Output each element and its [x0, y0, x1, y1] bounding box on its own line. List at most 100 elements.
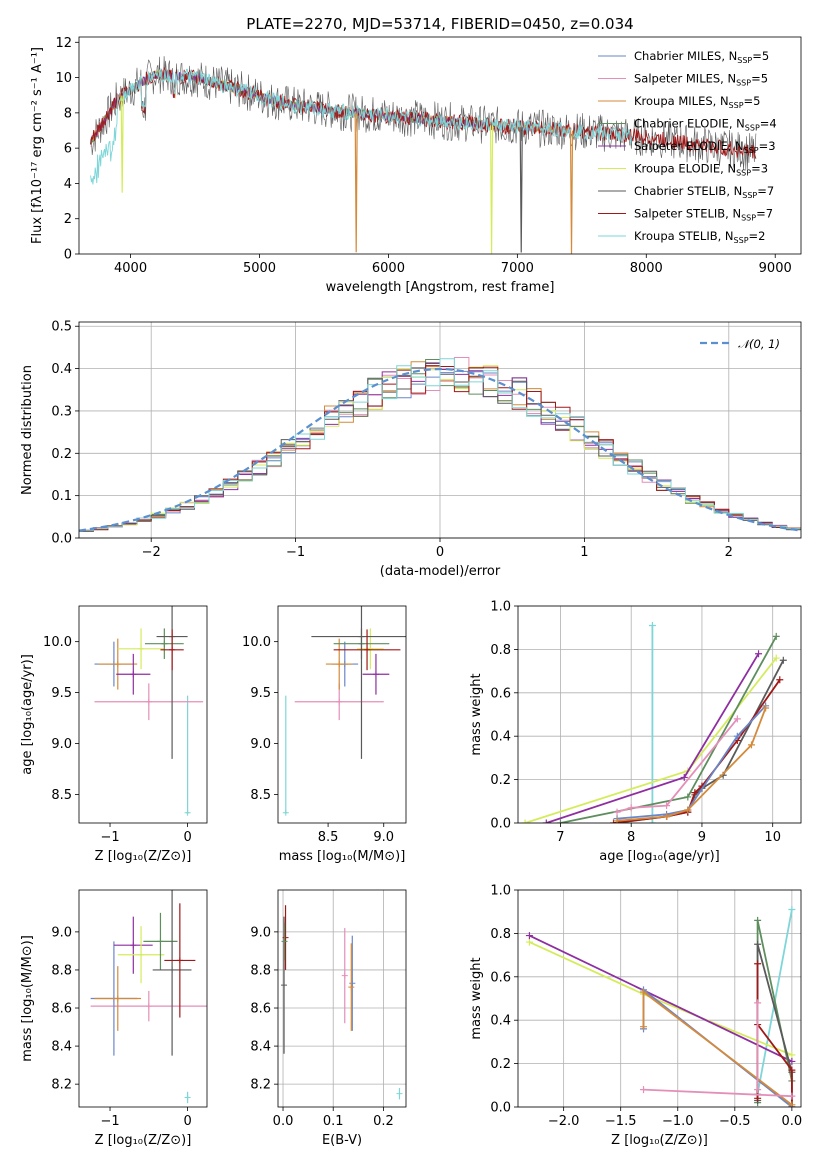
- point-marker-kroupa_miles: [348, 984, 355, 991]
- spectrum-ytick-label: 8: [64, 106, 72, 121]
- spectrum-frame: [78, 36, 802, 255]
- weight_vs_age-xtick-label: 10: [764, 830, 781, 845]
- residuals-xtick-label: 0: [436, 545, 444, 560]
- age_vs_mass-ytick-label: 9.0: [250, 737, 271, 752]
- weight_vs_age-ytick-label: 0.6: [490, 686, 511, 701]
- spectrum-ytick-label: 6: [64, 142, 72, 157]
- spectrum-line-chabrier_stelib: [90, 56, 757, 170]
- weight-marker-kroupa_miles: [613, 817, 621, 823]
- age_vs_mass-panel: 8.5 9.0 8.5 9.0 9.5 10.0 mass [log₁₀(M/M⊙)]: [242, 605, 407, 864]
- weight_vs_Z-plot-area: [525, 906, 796, 1107]
- weight-marker-kroupa_elodie: [525, 938, 533, 946]
- weight-marker-salpeter_stelib: [776, 676, 784, 684]
- point-marker-salpeter_stelib: [364, 646, 371, 653]
- weight-line-salpeter_elodie: [529, 934, 793, 1063]
- spectrum-absorption-dip: [519, 127, 523, 253]
- residuals-ytick-label: 0.4: [51, 362, 72, 377]
- point-marker-salpeter_miles: [341, 972, 348, 979]
- age_vs_Z-panel: −1 0 8.5 9.0 9.5 10.0 Z [log₁₀(Z/Z⊙)] age [log₁…: [20, 605, 208, 864]
- point-marker-kroupa_miles: [114, 661, 121, 668]
- age_vs_mass-frame: [277, 605, 407, 824]
- weight_vs_age-xtick-label: 7: [556, 830, 564, 845]
- weight_vs_Z-xtick-label: −1.5: [605, 1114, 637, 1129]
- point-marker-salpeter_miles: [336, 698, 343, 705]
- point-marker-kroupa_elodie: [138, 951, 145, 958]
- weight_vs_Z-ytick-label: 0.8: [490, 927, 511, 942]
- weight-marker-salpeter_elodie: [755, 650, 763, 658]
- spectrum-xtick-label: 7000: [501, 261, 534, 276]
- age_vs_mass-ytick-label: 9.5: [250, 686, 271, 701]
- mass_vs_ebv-xtick-label: 0.1: [323, 1114, 344, 1129]
- point-marker-salpeter_stelib: [169, 646, 176, 653]
- weight-line-kroupa_miles: [642, 990, 793, 1106]
- point-marker-chabrier_stelib: [281, 982, 288, 989]
- weight-marker-chabrier_elodie: [754, 916, 762, 924]
- mass_vs_Z-xtick-label: −1: [100, 1114, 119, 1129]
- spectrum-absorption-dip: [489, 125, 494, 254]
- mass_vs_ebv-xtick-label: 0.0: [273, 1114, 294, 1129]
- weight-line-salpeter_stelib: [756, 963, 793, 1107]
- spectrum-legend: Chabrier MILES, NSSP=5 Salpeter MILES, NS…: [598, 49, 777, 245]
- age_vs_mass-ytick-label: 8.5: [250, 788, 271, 803]
- point-marker-salpeter_elodie: [130, 671, 137, 678]
- point-marker-chabrier_elodie: [281, 938, 288, 945]
- spectrum-ytick-label: 12: [55, 36, 72, 51]
- spectrum-ytick-label: 10: [55, 71, 72, 86]
- residuals-ytick-label: 0.2: [51, 447, 72, 462]
- point-marker-salpeter_elodie: [372, 671, 379, 678]
- legend-entry-kroupa_stelib: Kroupa STELIB, NSSP=2: [634, 229, 765, 245]
- point-marker-salpeter_elodie: [130, 942, 137, 949]
- spectrum-xtick-label: 8000: [630, 261, 663, 276]
- gaussian-curve: [79, 367, 801, 532]
- weight-marker-salpeter_elodie: [542, 819, 550, 823]
- mass_vs_Z-ytick-label: 9.0: [51, 925, 72, 940]
- point-marker-kroupa_stelib: [184, 809, 191, 816]
- point-marker-kroupa_elodie: [367, 645, 374, 652]
- weight_vs_Z-ytick-label: 0.4: [490, 1014, 511, 1029]
- age_vs_Z-ytick-label: 10.0: [43, 635, 72, 650]
- weight-marker-salpeter_elodie: [525, 932, 533, 940]
- mass_vs_ebv-plot-area: [281, 905, 403, 1100]
- point-marker-chabrier_stelib: [169, 966, 176, 973]
- weight_vs_age-plot-area: [521, 622, 787, 823]
- point-marker-salpeter_stelib: [282, 934, 289, 941]
- age_vs_Z-xtick-label: −1: [100, 830, 119, 845]
- spectrum-plot-area: [90, 56, 757, 254]
- weight_vs_age-xlabel: age [log₁₀(age/yr)]: [599, 849, 720, 864]
- weight-marker-kroupa_miles: [663, 812, 671, 820]
- weight_vs_age-ytick-label: 0.0: [490, 817, 511, 832]
- spectrum-ytick-label: 0: [64, 248, 72, 263]
- residuals-ytick-label: 0.1: [51, 489, 72, 504]
- weight-marker-kroupa_stelib: [648, 622, 656, 630]
- mass_vs_Z-ylabel: mass [log₁₀(M/M⊙)]: [20, 935, 35, 1062]
- point-marker-salpeter_miles: [145, 1003, 152, 1010]
- histogram-kroupa_stelib: [79, 358, 801, 531]
- weight-marker-chabrier_elodie: [684, 793, 692, 801]
- spectrum-xtick-label: 9000: [759, 261, 792, 276]
- legend-entry-kroupa_miles: Kroupa MILES, NSSP=5: [634, 94, 760, 110]
- weight_vs_age-ytick-label: 0.8: [490, 643, 511, 658]
- residuals-ytick-label: 0.3: [51, 404, 72, 419]
- spectrum-absorption-dip: [354, 112, 358, 253]
- age_vs_mass-xlabel: mass [log₁₀(M/M⊙)]: [279, 849, 406, 864]
- weight_vs_age-ylabel: mass weight: [469, 673, 484, 755]
- residuals-xtick-label: −1: [286, 545, 305, 560]
- mass_vs_ebv-ytick-label: 9.0: [250, 925, 271, 940]
- residuals-panel: −2 −1 0 1 2 0.0 0.1 0.2 0.3 0.4 0.5 (data-model)/er…: [20, 320, 802, 579]
- age_vs_mass-xtick-label: 8.5: [318, 830, 339, 845]
- weight_vs_age-xtick-label: 9: [698, 830, 706, 845]
- weight-marker-kroupa_elodie: [521, 819, 529, 823]
- mass_vs_ebv-frame: [277, 889, 407, 1108]
- weight_vs_age-xtick-label: 8: [627, 830, 635, 845]
- residuals-frame: [78, 321, 802, 539]
- mass_vs_Z-frame: [78, 889, 208, 1108]
- weight-marker-salpeter_stelib: [610, 819, 618, 823]
- age_vs_Z-xlabel: Z [log₁₀(Z/Z⊙)]: [95, 849, 192, 864]
- weight-marker-kroupa_miles: [762, 704, 770, 712]
- mass_vs_ebv-ytick-label: 8.8: [250, 963, 271, 978]
- weight_vs_age-ytick-label: 1.0: [490, 600, 511, 615]
- residuals-ylabel: Normed distribution: [20, 365, 35, 495]
- spectrum-absorption-dip: [569, 130, 574, 254]
- point-marker-kroupa_elodie: [138, 645, 145, 652]
